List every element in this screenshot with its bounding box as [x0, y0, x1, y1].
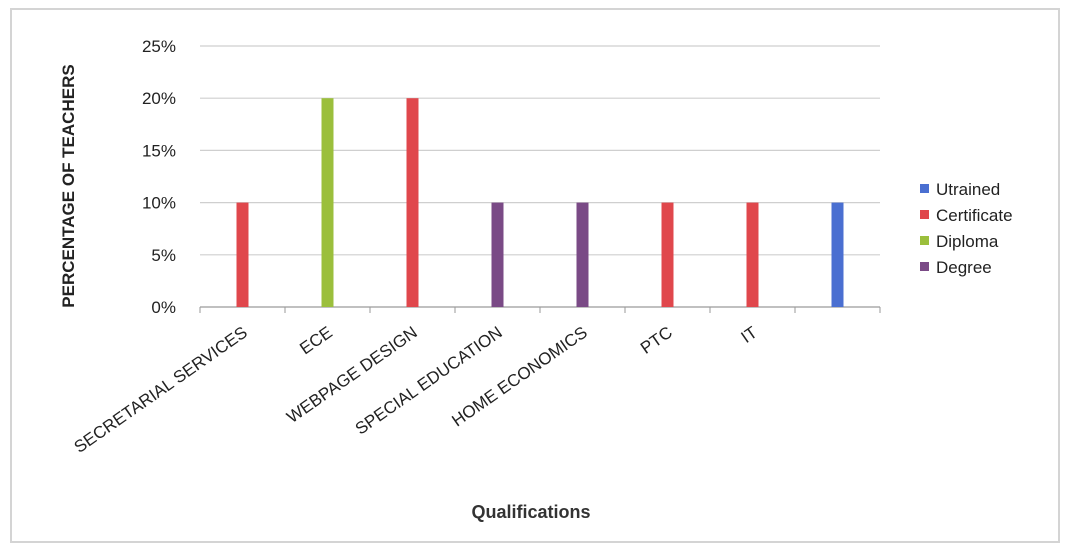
legend-label: Degree: [936, 258, 992, 277]
legend-swatch: [920, 262, 929, 271]
x-tick-label: HOME ECONOMICS: [448, 323, 590, 431]
y-tick-label: 10%: [142, 194, 176, 213]
bar: [491, 202, 504, 307]
y-tick-label: 15%: [142, 141, 176, 160]
bar: [746, 202, 759, 307]
x-tick-label: PTC: [637, 323, 676, 358]
x-axis-label: Qualifications: [471, 502, 590, 522]
bar: [236, 202, 249, 307]
chart-frame: [10, 8, 1060, 543]
bar: [576, 202, 589, 307]
bar: [831, 202, 844, 307]
legend-label: Diploma: [936, 232, 999, 251]
bars: [236, 98, 844, 307]
y-tick-label: 0%: [151, 298, 176, 317]
y-tick-label: 25%: [142, 37, 176, 56]
legend-label: Utrained: [936, 180, 1000, 199]
y-tick-label: 20%: [142, 89, 176, 108]
x-tick-label: SECRETARIAL SERVICES: [71, 323, 251, 457]
gridlines: [199, 45, 881, 313]
legend: Utrained Certificate Diploma Degree: [920, 180, 1013, 277]
y-axis-label: PERCENTAGE OF TEACHERS: [59, 64, 78, 307]
y-axis-ticks: 0% 5% 10% 15% 20% 25%: [142, 37, 176, 317]
legend-swatch: [920, 210, 929, 219]
bar: [321, 98, 334, 307]
x-tick-label: IT: [738, 323, 761, 347]
x-tick-label: ECE: [296, 323, 336, 359]
legend-label: Certificate: [936, 206, 1013, 225]
x-tick-label: SPECIAL EDUCATION: [352, 323, 506, 439]
legend-swatch: [920, 184, 929, 193]
bar: [661, 202, 674, 307]
y-tick-label: 5%: [151, 246, 176, 265]
bar: [406, 98, 419, 307]
legend-swatch: [920, 236, 929, 245]
